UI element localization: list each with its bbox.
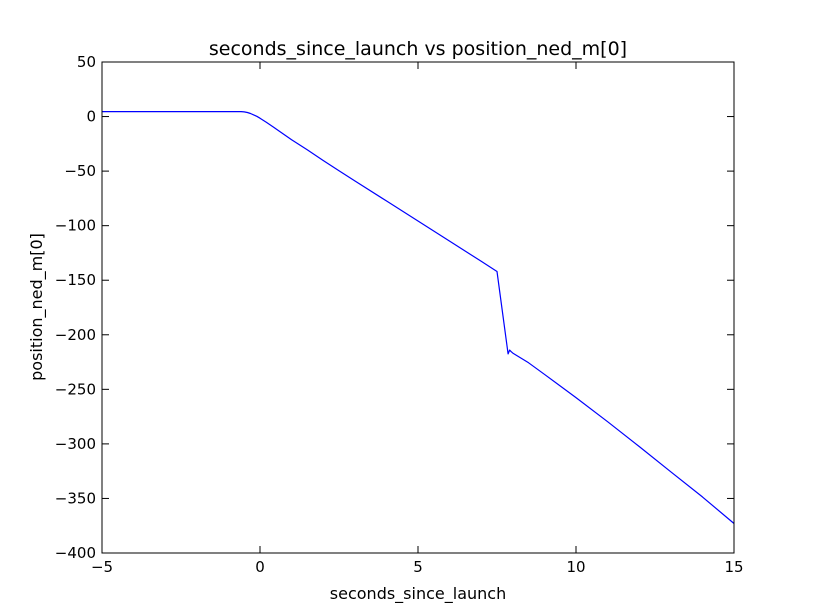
tick-layer: −5 0 5 10 15500−50−100−150−200−250−300−350−4… — [55, 53, 744, 576]
y-tick-label: −50 — [64, 162, 96, 180]
x-tick-label: −5 — [91, 558, 113, 576]
plot-frame — [101, 61, 735, 554]
y-axis-title: position_ned_m[0] — [27, 233, 47, 381]
y-tick-label: −400 — [55, 544, 96, 562]
y-tick-label: −350 — [55, 489, 96, 507]
y-tick-label: −200 — [55, 326, 96, 344]
x-tick-label: 5 — [413, 558, 423, 576]
x-tick-label: 10 — [566, 558, 585, 576]
y-tick-label: 0 — [86, 108, 96, 126]
y-tick-label: −250 — [55, 380, 96, 398]
series-layer — [102, 110, 735, 524]
series-line — [102, 110, 735, 524]
x-axis-title: seconds_since_launch — [330, 584, 506, 604]
y-tick-label: −100 — [55, 217, 96, 235]
chart-title: seconds_since_launch vs position_ned_m[0… — [209, 38, 627, 60]
x-tick-label: 0 — [255, 558, 265, 576]
y-tick-label: −150 — [55, 271, 96, 289]
y-tick-label: −300 — [55, 435, 96, 453]
x-tick-label: 15 — [724, 558, 743, 576]
y-tick-label: 50 — [77, 53, 96, 71]
